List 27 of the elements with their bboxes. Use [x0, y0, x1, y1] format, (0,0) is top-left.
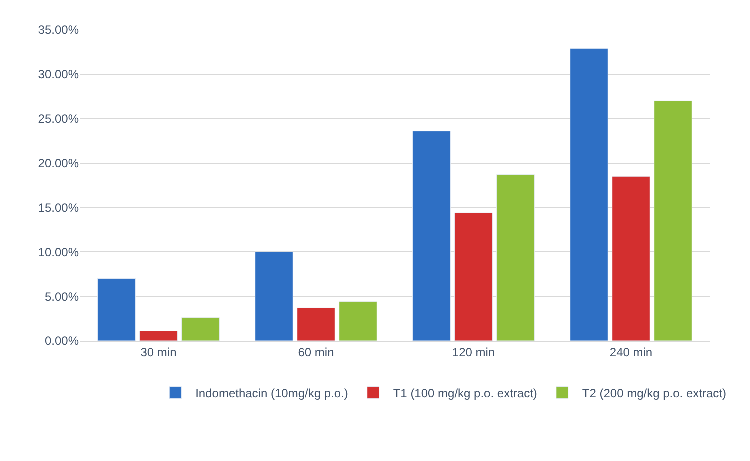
y-tick-label: 30.00%: [38, 68, 80, 82]
y-tick-label: 10.00%: [38, 245, 80, 260]
y-tick-label: 35.00%: [38, 23, 80, 38]
x-tick-label: 120 min: [452, 345, 496, 360]
legend-label: T1 (100 mg/kg p.o. extract): [393, 386, 538, 400]
bar: [140, 330, 178, 341]
bar: [654, 100, 692, 341]
x-tick-label: 240 min: [610, 345, 653, 360]
legend-label: T2 (200 mg/kg p.o. extract): [582, 386, 726, 400]
bar: [98, 278, 136, 341]
y-tick-label: 25.00%: [38, 112, 80, 126]
bar: [612, 176, 650, 341]
bar: [255, 252, 294, 341]
y-tick-label: 0.00%: [44, 334, 80, 348]
bar: [570, 48, 608, 341]
y-tick-label: 5.00%: [44, 290, 80, 304]
x-tick-label: 30 min: [140, 345, 177, 360]
bar: [412, 131, 451, 341]
bar: [339, 302, 378, 341]
legend-label: Indomethacin (10mg/kg p.o.): [196, 386, 348, 400]
bar: [182, 318, 220, 341]
x-tick-label: 60 min: [298, 345, 334, 360]
bar: [496, 174, 535, 341]
y-tick-label: 15.00%: [38, 200, 80, 215]
bar: [454, 212, 493, 341]
bar: [297, 308, 336, 341]
y-tick-label: 20.00%: [38, 156, 80, 170]
